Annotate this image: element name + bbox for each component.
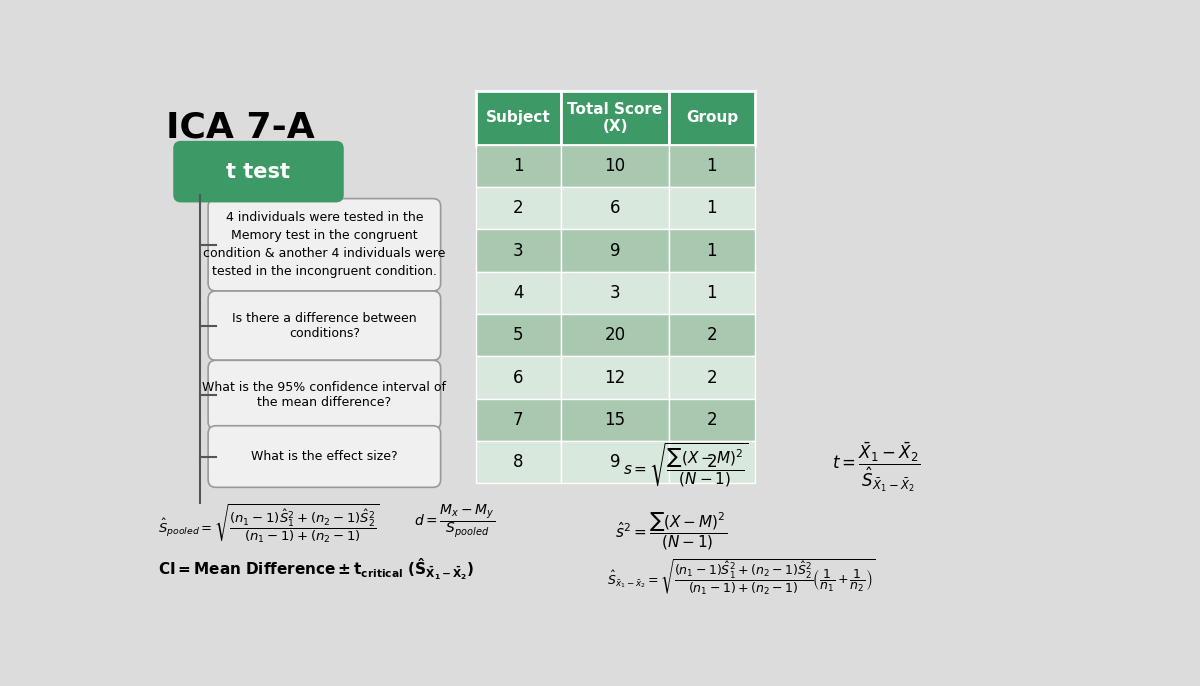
- Text: 9: 9: [610, 453, 620, 471]
- Text: Is there a difference between
conditions?: Is there a difference between conditions…: [232, 311, 416, 340]
- Text: ICA 7-A: ICA 7-A: [166, 110, 314, 144]
- Text: 1: 1: [707, 284, 718, 302]
- Bar: [670, 187, 755, 229]
- FancyBboxPatch shape: [208, 360, 440, 429]
- Text: 2: 2: [707, 411, 718, 429]
- Text: 2: 2: [707, 368, 718, 387]
- Text: $\hat{S}_{\bar{x}_1-\bar{x}_2}=\sqrt{\dfrac{(n_1-1)\hat{S}_1^2+(n_2-1)\hat{S}_2^: $\hat{S}_{\bar{x}_1-\bar{x}_2}=\sqrt{\df…: [607, 556, 876, 595]
- Text: 5: 5: [512, 327, 523, 344]
- Bar: [670, 399, 755, 441]
- FancyBboxPatch shape: [208, 198, 440, 291]
- Text: 12: 12: [605, 368, 625, 387]
- Bar: [560, 91, 670, 145]
- Bar: [670, 272, 755, 314]
- Text: 1: 1: [707, 241, 718, 259]
- Text: $\hat{S}_{pooled}=\sqrt{\dfrac{(n_1-1)\hat{S}_1^2+(n_2-1)\hat{S}_2^2}{(n_1-1)+(n: $\hat{S}_{pooled}=\sqrt{\dfrac{(n_1-1)\h…: [157, 503, 379, 545]
- Bar: [560, 399, 670, 441]
- Text: 6: 6: [512, 368, 523, 387]
- Text: 7: 7: [512, 411, 523, 429]
- Text: $\hat{s}^2= \dfrac{\sum(X-M)^2}{(N-1)}$: $\hat{s}^2= \dfrac{\sum(X-M)^2}{(N-1)}$: [616, 510, 727, 552]
- Text: 10: 10: [605, 157, 625, 175]
- Text: 15: 15: [605, 411, 625, 429]
- Text: What is the 95% confidence interval of
the mean difference?: What is the 95% confidence interval of t…: [203, 381, 446, 409]
- Text: 6: 6: [610, 199, 620, 217]
- Bar: [560, 145, 670, 187]
- Bar: [475, 272, 560, 314]
- Bar: [560, 229, 670, 272]
- Bar: [475, 145, 560, 187]
- Text: $t = \dfrac{\bar{X}_1 - \bar{X}_2}{\hat{S}_{\bar{X}_1-\bar{X}_2}}$: $t = \dfrac{\bar{X}_1 - \bar{X}_2}{\hat{…: [832, 441, 920, 495]
- Text: t test: t test: [227, 162, 290, 182]
- Bar: [475, 91, 560, 145]
- Bar: [475, 357, 560, 399]
- FancyBboxPatch shape: [208, 426, 440, 487]
- Bar: [475, 187, 560, 229]
- Text: 3: 3: [512, 241, 523, 259]
- Text: $d = \dfrac{M_x - M_y}{S_{pooled}}$: $d = \dfrac{M_x - M_y}{S_{pooled}}$: [414, 503, 494, 540]
- Text: 2: 2: [512, 199, 523, 217]
- Text: 1: 1: [707, 157, 718, 175]
- Text: 20: 20: [605, 327, 625, 344]
- Bar: [475, 229, 560, 272]
- FancyBboxPatch shape: [173, 141, 343, 202]
- Bar: [475, 441, 560, 484]
- Bar: [670, 91, 755, 145]
- Text: $s = \sqrt{\dfrac{\sum(X-M)^2}{(N-1)}}$: $s = \sqrt{\dfrac{\sum(X-M)^2}{(N-1)}}$: [623, 441, 749, 488]
- Bar: [670, 145, 755, 187]
- FancyBboxPatch shape: [208, 291, 440, 360]
- Bar: [670, 441, 755, 484]
- Bar: [560, 272, 670, 314]
- Bar: [560, 314, 670, 357]
- Text: 1: 1: [707, 199, 718, 217]
- Text: 9: 9: [610, 241, 620, 259]
- Bar: [560, 441, 670, 484]
- Bar: [560, 187, 670, 229]
- Bar: [475, 314, 560, 357]
- Text: 4 individuals were tested in the
Memory test in the congruent
condition & anothe: 4 individuals were tested in the Memory …: [203, 211, 445, 279]
- Text: 4: 4: [512, 284, 523, 302]
- Text: What is the effect size?: What is the effect size?: [251, 450, 397, 463]
- Bar: [475, 399, 560, 441]
- Bar: [670, 314, 755, 357]
- Bar: [670, 357, 755, 399]
- Text: 1: 1: [512, 157, 523, 175]
- Text: 3: 3: [610, 284, 620, 302]
- Text: $\mathbf{CI = Mean\ Difference \pm t_{critical}\ (\hat{S}_{\bar{X}_1-\bar{X}_2}): $\mathbf{CI = Mean\ Difference \pm t_{cr…: [157, 556, 474, 582]
- Text: 8: 8: [512, 453, 523, 471]
- Bar: [560, 357, 670, 399]
- Text: 2: 2: [707, 327, 718, 344]
- Text: Total Score
(X): Total Score (X): [568, 102, 662, 134]
- Bar: [670, 229, 755, 272]
- Text: Group: Group: [686, 110, 738, 126]
- Text: 2: 2: [707, 453, 718, 471]
- Text: Subject: Subject: [486, 110, 551, 126]
